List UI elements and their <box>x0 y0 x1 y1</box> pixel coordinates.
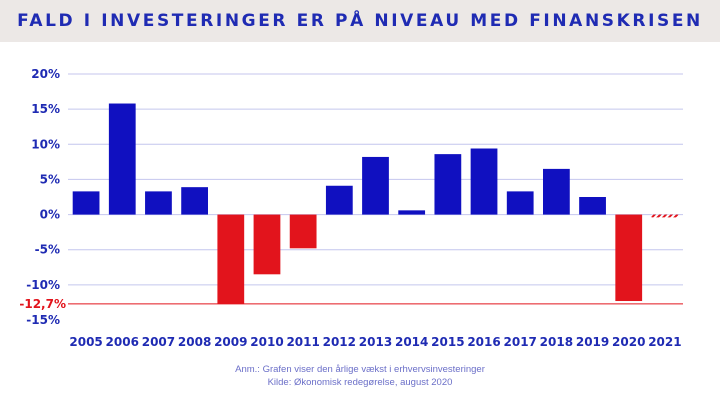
x-tick-label: 2018 <box>540 335 573 349</box>
x-axis-ticks: 2005 2006 2007 2008 2009 2010 2011 2012 2013 2014… <box>69 335 681 349</box>
y-tick-label: 5% <box>40 172 60 186</box>
y-tick-label: 20% <box>31 67 60 81</box>
bar <box>325 185 353 215</box>
bar <box>108 103 136 215</box>
y-axis-ticks: -15% -10% -5% 0% 5% 10% 15% 20% -12,7% <box>19 67 66 327</box>
x-tick-label: 2021 <box>648 335 681 349</box>
bars <box>72 103 679 304</box>
gridlines <box>68 73 683 286</box>
bar-chart: -15%-10%-5%0%5%10%15%20%-12,7% 2005 2006 2… <box>19 67 683 349</box>
y-tick-label: 10% <box>31 137 60 151</box>
bar <box>579 197 606 215</box>
x-tick-label: 2007 <box>142 335 175 349</box>
y-tick-label: 0% <box>40 208 60 222</box>
x-tick-label: 2006 <box>106 335 139 349</box>
x-tick-label: 2009 <box>214 335 247 349</box>
bar <box>615 214 643 302</box>
x-tick-label: 2010 <box>250 335 283 349</box>
x-tick-label: 2005 <box>69 335 102 349</box>
y-tick-label: -10% <box>26 278 60 292</box>
bar <box>543 168 570 215</box>
bar <box>217 214 245 304</box>
x-tick-label: 2013 <box>359 335 392 349</box>
x-tick-label: 2012 <box>323 335 356 349</box>
y-tick-label: -5% <box>35 243 60 257</box>
bar <box>181 187 208 215</box>
x-tick-label: 2015 <box>431 335 464 349</box>
bar <box>72 191 100 215</box>
bar <box>362 156 389 215</box>
x-tick-label: 2011 <box>286 335 319 349</box>
y-tick-label: -15% <box>26 313 60 327</box>
x-tick-label: 2014 <box>395 335 428 349</box>
reference-line-label: -12,7% <box>19 297 66 311</box>
bar <box>398 210 426 215</box>
x-tick-label: 2016 <box>467 335 500 349</box>
chart-note: Anm.: Grafen viser den årlige vækst i er… <box>235 364 485 375</box>
bar <box>470 148 498 215</box>
bar-forecast <box>651 214 679 218</box>
x-tick-label: 2008 <box>178 335 211 349</box>
x-tick-label: 2020 <box>612 335 645 349</box>
bar <box>253 214 281 275</box>
chart-title: FALD I INVESTERINGER ER PÅ NIVEAU MED FI… <box>17 11 703 31</box>
bar <box>145 191 172 215</box>
x-tick-label: 2017 <box>504 335 537 349</box>
title-band <box>0 0 720 42</box>
chart-source: Kilde: Økonomisk redegørelse, august 202… <box>267 377 453 388</box>
bar <box>434 154 462 215</box>
bar <box>289 214 317 249</box>
bar <box>506 191 534 215</box>
y-tick-label: 15% <box>31 102 60 116</box>
x-tick-label: 2019 <box>576 335 609 349</box>
